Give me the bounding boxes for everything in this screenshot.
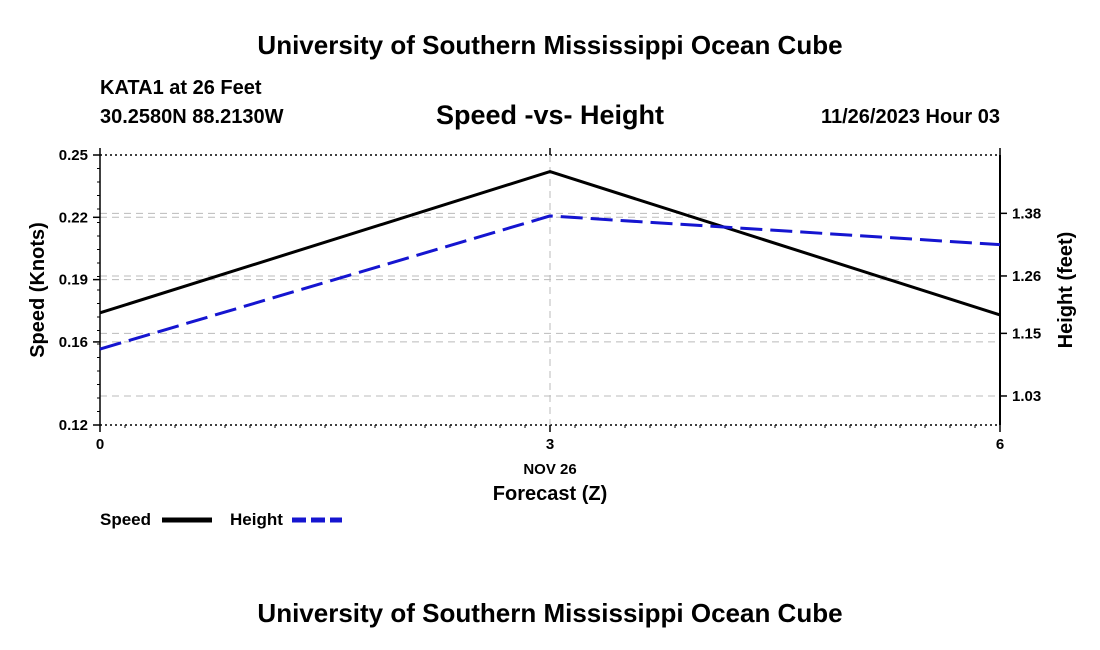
footer-title: University of Southern Mississippi Ocean… (257, 598, 843, 628)
legend-speed-label: Speed (100, 510, 151, 529)
y-right-tick-label: 1.03 (1012, 388, 1041, 405)
series-line-height (99, 214, 1001, 351)
station-label: KATA1 at 26 Feet (100, 77, 262, 99)
y-right-axis-title: Height (feet) (1055, 232, 1077, 349)
x-axis-title: Forecast (Z) (493, 483, 607, 505)
legend-height-label: Height (230, 510, 283, 529)
x-tick-label: 3 (546, 436, 554, 453)
x-tick-label: 6 (996, 436, 1004, 453)
y-left-axis-title: Speed (Knots) (27, 222, 49, 358)
chart-title: Speed -vs- Height (435, 100, 665, 130)
y-right-tick-label: 1.26 (1012, 268, 1041, 285)
y-left-tick-label: 0.12 (59, 417, 88, 434)
page-title: University of Southern Mississippi Ocean… (257, 30, 843, 60)
y-left-tick-label: 0.19 (59, 272, 88, 289)
y-left-tick-label: 0.16 (59, 334, 88, 351)
y-left-tick-label: 0.22 (59, 209, 88, 226)
y-right-tick-label: 1.38 (1012, 205, 1041, 222)
x-tick-label: 0 (96, 436, 104, 453)
x-date-label: NOV 26 (523, 461, 576, 478)
forecast-datetime: 11/26/2023 Hour 03 (820, 106, 1000, 128)
y-right-tick-label: 1.15 (1012, 325, 1041, 342)
series-line-speed (99, 170, 1001, 317)
station-coordinates: 30.2580N 88.2130W (100, 106, 284, 128)
y-left-tick-label: 0.25 (59, 147, 88, 164)
legend: Speed Height (100, 510, 342, 529)
